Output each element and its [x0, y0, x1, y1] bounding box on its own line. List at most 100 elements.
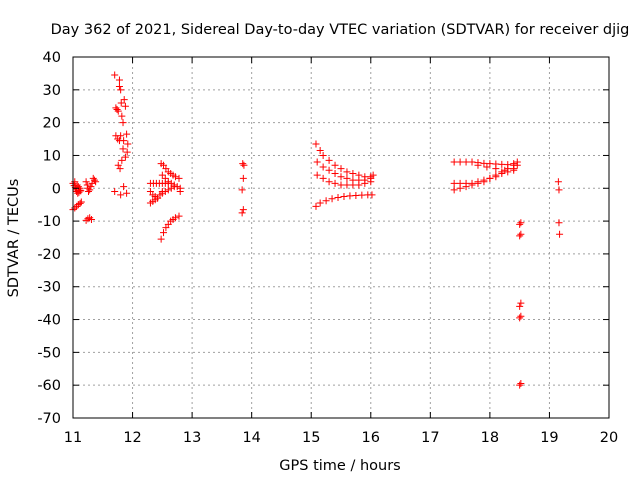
data-point-marker [492, 165, 500, 173]
data-point-marker [116, 165, 124, 173]
data-point-marker [240, 161, 248, 169]
data-point-marker [312, 202, 320, 210]
data-point-marker [84, 215, 92, 223]
data-point-marker [92, 178, 100, 186]
data-point-marker [516, 302, 524, 310]
data-point-marker [121, 153, 129, 161]
data-point-marker [90, 176, 98, 184]
data-point-marker [462, 183, 470, 191]
data-point-marker [334, 193, 342, 201]
data-point-marker [517, 299, 525, 307]
data-points [69, 71, 564, 389]
data-point-marker [158, 171, 166, 179]
data-point-marker [313, 158, 321, 166]
data-point-marker [76, 199, 84, 207]
data-point-marker [516, 220, 524, 228]
y-tick-label: 40 [43, 50, 61, 66]
data-point-marker [337, 181, 345, 189]
x-tick-label: 16 [362, 430, 380, 446]
data-point-marker [352, 191, 360, 199]
data-point-marker [316, 199, 324, 207]
data-point-marker [84, 188, 92, 196]
data-point-marker [71, 204, 79, 212]
data-point-marker [114, 107, 122, 115]
y-tick-label: -20 [37, 247, 61, 263]
data-point-marker [113, 106, 121, 114]
data-point-marker [119, 145, 127, 153]
y-tick-label: -10 [37, 214, 61, 230]
data-point-marker [554, 178, 562, 186]
data-point-marker [343, 168, 351, 176]
data-point-marker [517, 219, 525, 227]
data-point-marker [115, 76, 123, 84]
data-point-marker [486, 160, 494, 168]
data-point-marker [349, 181, 357, 189]
data-point-marker [450, 186, 458, 194]
data-point-marker [343, 174, 351, 182]
data-point-marker [468, 158, 476, 166]
data-point-marker [82, 216, 90, 224]
data-point-marker [171, 214, 179, 222]
data-point-marker [175, 174, 183, 182]
data-point-marker [346, 192, 354, 200]
data-point-marker [516, 314, 524, 322]
data-point-marker [117, 191, 125, 199]
data-point-marker [239, 174, 247, 182]
data-point-marker [123, 148, 131, 156]
data-point-marker [117, 86, 125, 94]
data-point-marker [77, 187, 85, 195]
data-point-marker [154, 194, 162, 202]
data-point-marker [164, 186, 172, 194]
x-tick-label: 15 [302, 430, 320, 446]
data-point-marker [119, 119, 127, 127]
data-point-marker [319, 151, 327, 159]
data-point-marker [331, 161, 339, 169]
data-point-marker [517, 312, 525, 320]
data-point-marker [175, 212, 183, 220]
data-point-marker [313, 171, 321, 179]
data-point-marker [312, 140, 320, 148]
data-point-marker [120, 96, 128, 104]
data-point-marker [83, 181, 91, 189]
x-axis-label: GPS time / hours [279, 458, 400, 474]
data-point-marker [355, 181, 363, 189]
data-point-marker [82, 178, 90, 186]
data-point-marker [498, 160, 506, 168]
data-point-marker [176, 188, 184, 196]
data-point-marker [510, 161, 518, 169]
y-tick-label: -40 [37, 313, 61, 329]
data-point-marker [238, 186, 246, 194]
data-point-marker [555, 219, 563, 227]
data-point-marker [115, 137, 123, 145]
data-point-marker [164, 178, 172, 186]
data-point-marker [114, 161, 122, 169]
data-point-marker [474, 179, 482, 187]
x-tick-label: 11 [64, 430, 82, 446]
data-point-marker [86, 186, 94, 194]
y-axis-label: SDTVAR / TECUs [6, 179, 22, 298]
data-point-marker [238, 209, 246, 217]
data-point-marker [123, 130, 131, 138]
data-point-marker [501, 166, 509, 174]
chart-title: Day 362 of 2021, Sidereal Day-to-day VTE… [51, 22, 630, 38]
data-point-marker [456, 158, 464, 166]
data-point-marker [316, 147, 324, 155]
data-point-marker [480, 159, 488, 167]
data-point-marker [111, 71, 119, 79]
data-point-marker [114, 135, 122, 143]
data-point-marker [556, 230, 564, 238]
data-point-marker [358, 191, 366, 199]
data-point-marker [170, 183, 178, 191]
data-point-marker [117, 99, 125, 107]
data-point-marker [468, 181, 476, 189]
data-point-marker [456, 184, 464, 192]
data-point-marker [86, 214, 94, 222]
data-point-marker [87, 183, 95, 191]
data-point-marker [239, 206, 247, 214]
data-point-marker [328, 195, 336, 203]
data-point-marker [319, 174, 327, 182]
y-tick-label: -70 [37, 411, 61, 427]
data-point-marker [517, 380, 525, 388]
data-point-marker [161, 188, 169, 196]
data-point-marker [123, 189, 131, 197]
